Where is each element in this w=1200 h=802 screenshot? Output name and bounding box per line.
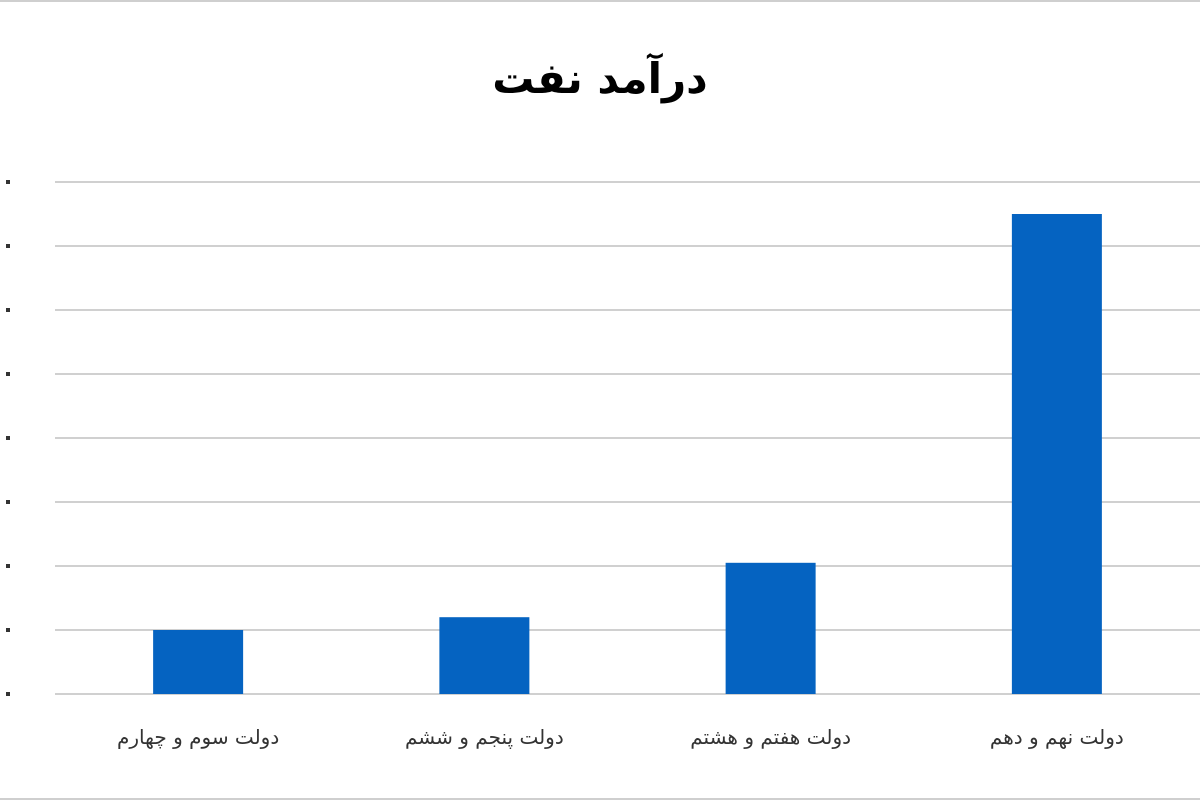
y-tick-mark <box>6 436 10 440</box>
bar <box>153 630 244 694</box>
y-tick-mark <box>6 308 10 312</box>
x-tick-label: دولت سوم و چهارم <box>117 725 279 749</box>
y-tick-mark <box>6 500 10 504</box>
bar <box>1011 214 1102 694</box>
x-axis-labels: دولت سوم و چهارم دولت پنجم و ششم دولت هفتم… <box>117 725 1124 750</box>
bars <box>153 214 1102 694</box>
y-tick-mark <box>6 372 10 376</box>
x-tick-label: دولت هفتم و هشتم <box>690 725 851 749</box>
bar <box>725 562 816 694</box>
x-tick-label: دولت نهم و دهم <box>990 725 1124 749</box>
y-axis-ticks <box>6 180 10 696</box>
x-tick-label: دولت پنجم و ششم <box>405 725 564 750</box>
gridlines <box>55 181 1200 695</box>
y-tick-mark <box>6 564 10 568</box>
chart-title: درآمد نفت <box>492 54 708 103</box>
bar <box>439 617 530 694</box>
y-tick-mark <box>6 692 10 696</box>
y-tick-mark <box>6 244 10 248</box>
y-tick-mark <box>6 628 10 632</box>
y-tick-mark <box>6 180 10 184</box>
